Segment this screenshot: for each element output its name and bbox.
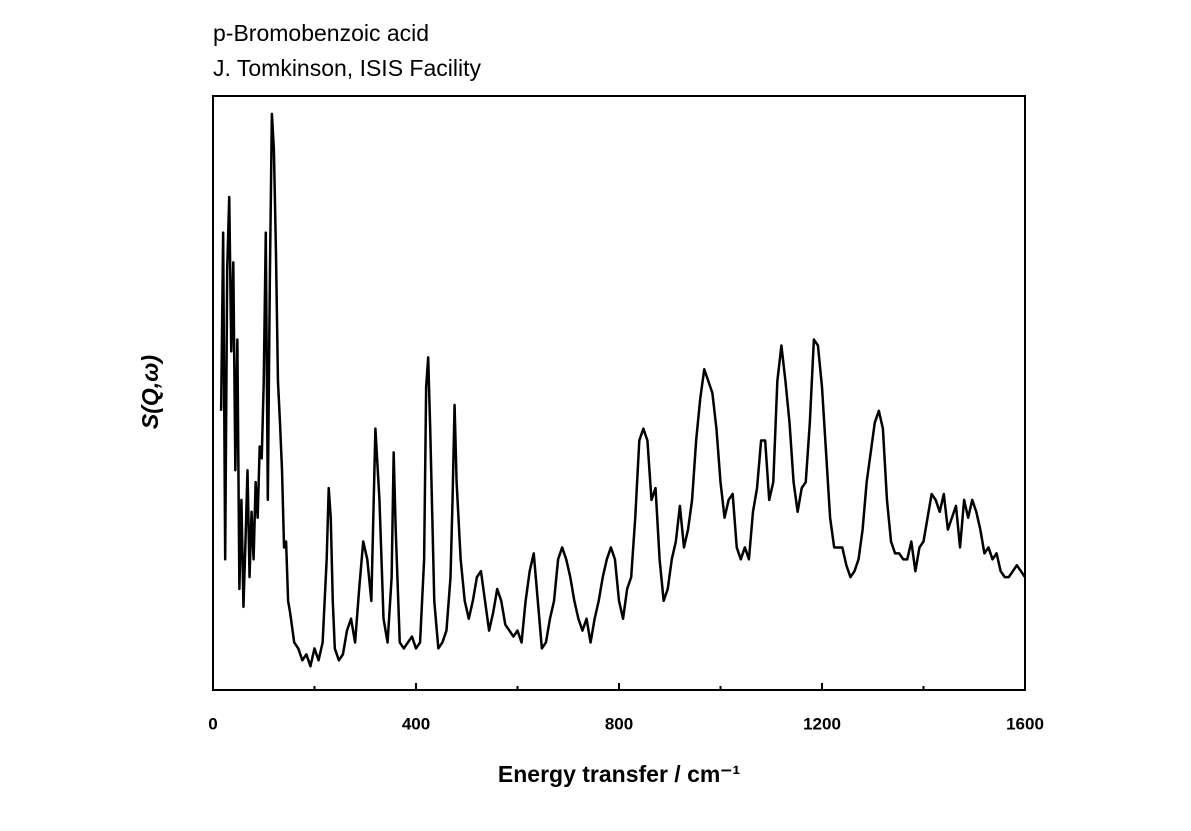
chart-title: p-Bromobenzoic acid	[213, 20, 429, 46]
x-tick-label: 800	[605, 714, 633, 733]
x-tick-label: 1600	[1006, 714, 1044, 733]
x-tick-label: 400	[402, 714, 430, 733]
chart-subtitle: J. Tomkinson, ISIS Facility	[213, 55, 481, 81]
spectrum-line	[219, 112, 1027, 668]
x-tick-label: 1200	[803, 714, 841, 733]
x-tick-label: 0	[208, 714, 217, 733]
y-axis-label: S(Q,ω)	[137, 355, 163, 429]
x-axis-label: Energy transfer / cm⁻¹	[498, 761, 740, 787]
